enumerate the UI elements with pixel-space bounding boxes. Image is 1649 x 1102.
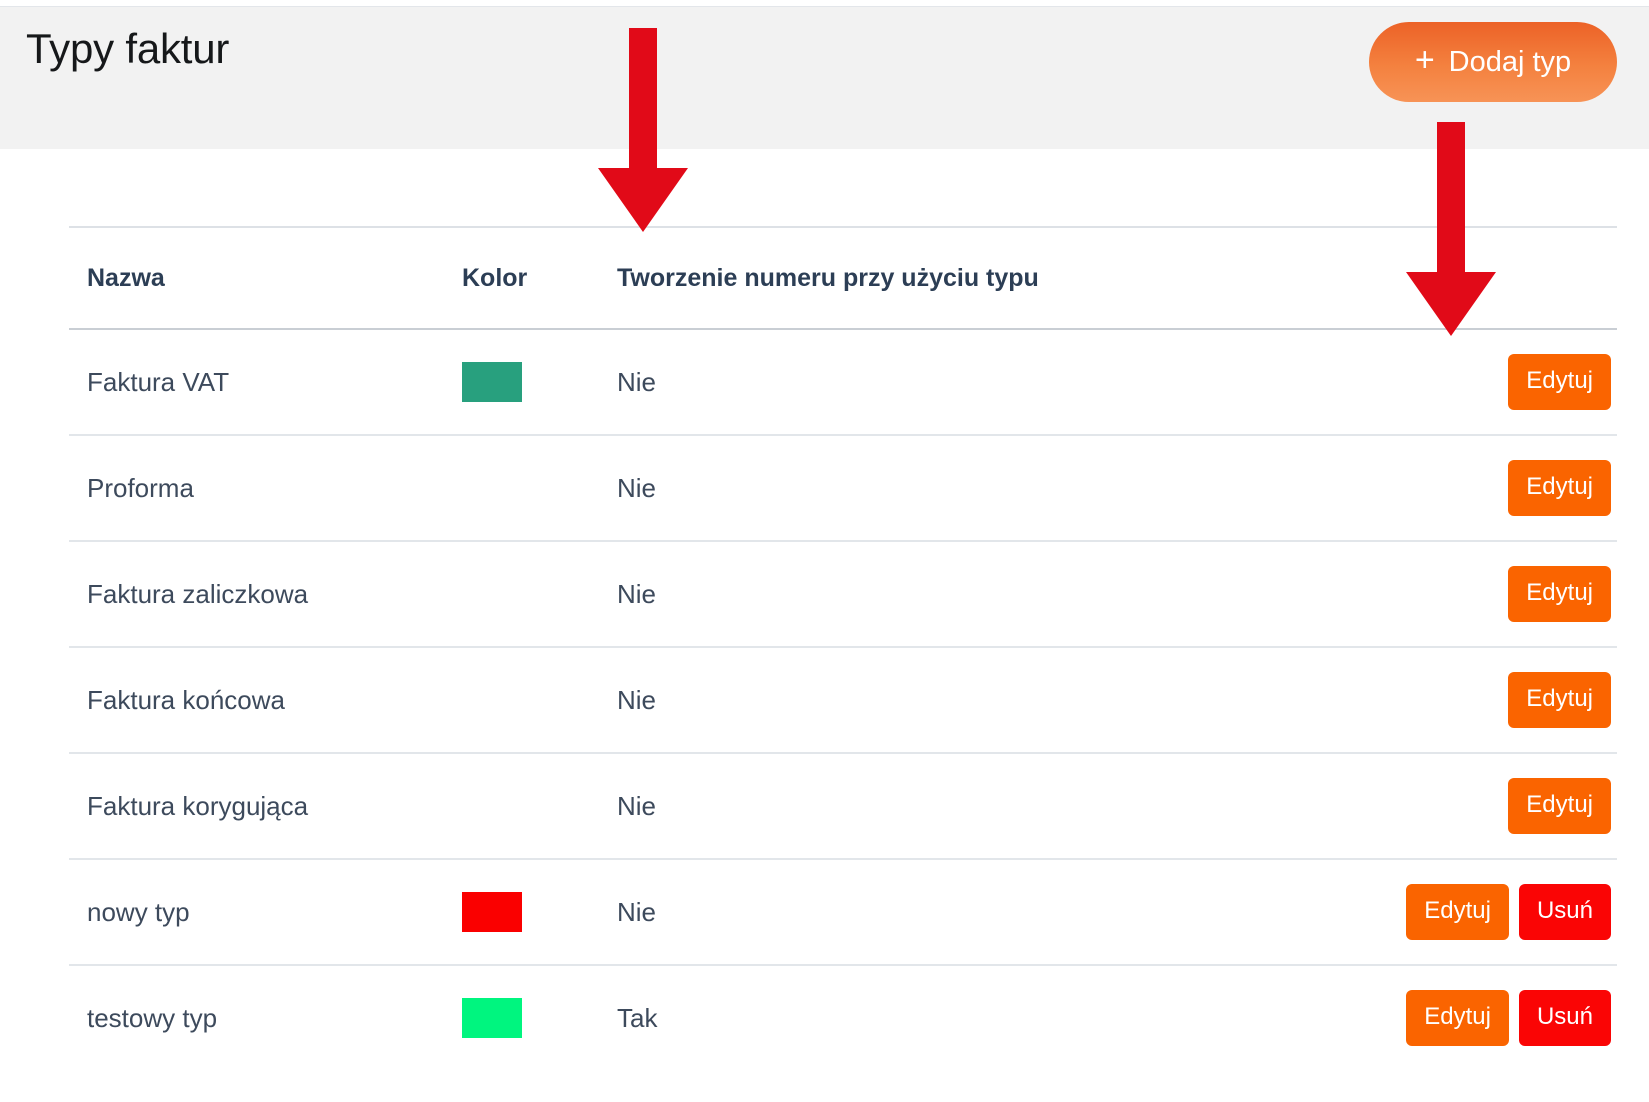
type-name-cell: testowy typ	[87, 1002, 218, 1033]
type-color-cell	[462, 647, 617, 754]
color-swatch	[462, 998, 522, 1038]
number-creation-cell: Tak	[617, 1002, 658, 1033]
add-type-button-label: Dodaj typ	[1448, 45, 1572, 78]
type-name-cell: Proforma	[69, 435, 462, 542]
color-swatch	[462, 362, 522, 402]
number-creation-cell: Nie	[617, 329, 1047, 436]
number-creation-cell: Nie	[617, 435, 1047, 542]
type-color-cell	[462, 859, 617, 966]
edit-button[interactable]: Edytuj	[1508, 354, 1611, 410]
content-card: Nazwa Kolor Tworzenie numeru przy użyciu…	[28, 149, 1640, 1102]
plus-icon: +	[1414, 41, 1435, 79]
type-color-cell	[462, 965, 617, 1070]
row-actions-cell: Edytuj	[1047, 541, 1617, 648]
type-color-cell	[462, 541, 617, 648]
edit-button[interactable]: Edytuj	[1508, 778, 1611, 834]
row-actions-cell: Edytuj	[1047, 753, 1617, 860]
table-row: Proforma Nie Edytuj	[69, 435, 1617, 542]
edit-button[interactable]: Edytuj	[1406, 990, 1509, 1046]
type-color-cell	[462, 329, 617, 436]
type-name-cell: Faktura korygująca	[69, 753, 462, 860]
edit-button[interactable]: Edytuj	[1406, 884, 1509, 940]
add-type-button[interactable]: + Dodaj typ	[1369, 22, 1617, 102]
table-row: Faktura zaliczkowa Nie Edytuj	[69, 541, 1617, 648]
edit-button[interactable]: Edytuj	[1508, 460, 1611, 516]
color-swatch	[462, 892, 522, 932]
number-creation-cell: Nie	[617, 541, 1047, 648]
row-actions-cell: Edytuj	[1047, 647, 1617, 754]
type-color-cell	[462, 435, 617, 542]
table-row: Faktura VAT Nie Edytuj	[69, 329, 1617, 436]
edit-button[interactable]: Edytuj	[1508, 672, 1611, 728]
column-header-color: Kolor	[462, 226, 617, 330]
table-body: Faktura VAT Nie Edytuj Proforma Nie Edytuj Fak…	[69, 329, 1617, 1070]
row-actions-cell: Edytuj Usuń	[1047, 965, 1617, 1070]
row-actions-cell: Edytuj Usuń	[1047, 859, 1617, 966]
number-creation-cell: Nie	[617, 647, 1047, 754]
table-header: Nazwa Kolor Tworzenie numeru przy użyciu…	[69, 226, 1617, 330]
column-header-name: Nazwa	[69, 226, 462, 330]
delete-button[interactable]: Usuń	[1518, 990, 1611, 1046]
number-creation-cell: Nie	[617, 859, 1047, 966]
delete-button[interactable]: Usuń	[1518, 884, 1611, 940]
table-row: nowy typ Nie Edytuj Usuń	[69, 859, 1617, 966]
column-header-actions	[1047, 226, 1617, 330]
edit-button[interactable]: Edytuj	[1508, 566, 1611, 622]
page-title: Typy faktur	[26, 25, 230, 72]
type-color-cell	[462, 753, 617, 860]
table-row: testowy typ Tak Edytuj Usuń	[69, 965, 1617, 1070]
table-header-row: Nazwa Kolor Tworzenie numeru przy użyciu…	[69, 226, 1617, 330]
number-creation-cell: Nie	[617, 753, 1047, 860]
type-name-cell: Faktura VAT	[69, 329, 462, 436]
row-actions-cell: Edytuj	[1047, 435, 1617, 542]
type-name-cell: nowy typ	[69, 859, 462, 966]
invoice-types-table: Nazwa Kolor Tworzenie numeru przy użyciu…	[69, 226, 1617, 1070]
type-name-cell: Faktura zaliczkowa	[69, 541, 462, 648]
page-header: Typy faktur + Dodaj typ	[0, 6, 1649, 149]
column-header-number-creation: Tworzenie numeru przy użyciu typu	[617, 226, 1047, 330]
type-name-cell: Faktura końcowa	[69, 647, 462, 754]
row-actions-cell: Edytuj	[1047, 329, 1617, 436]
table-row: Faktura korygująca Nie Edytuj	[69, 753, 1617, 860]
table-row: Faktura końcowa Nie Edytuj	[69, 647, 1617, 754]
